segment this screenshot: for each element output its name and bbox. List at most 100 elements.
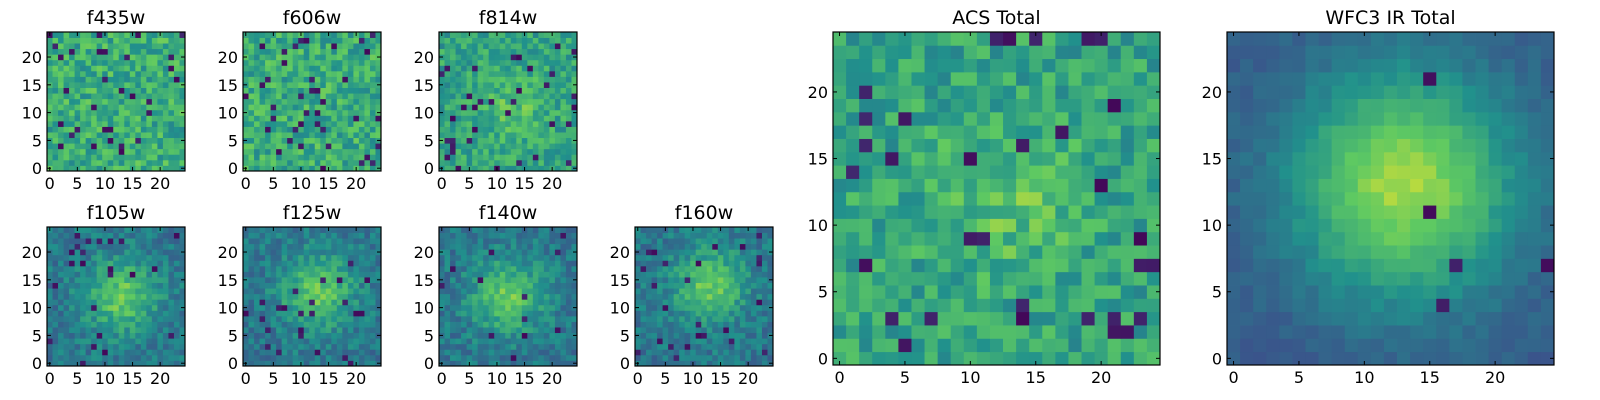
heatmap-cell xyxy=(336,65,343,72)
heatmap-cell xyxy=(281,310,288,317)
heatmap-cell xyxy=(549,299,556,306)
heatmap-cell xyxy=(833,165,847,179)
heatmap-cell xyxy=(47,232,53,239)
heatmap-cell xyxy=(47,76,53,83)
heatmap-cell xyxy=(102,104,109,111)
heatmap-cell xyxy=(168,76,175,83)
heatmap-cell xyxy=(124,238,131,245)
heatmap-cell xyxy=(281,271,288,278)
heatmap-cell xyxy=(695,238,702,245)
heatmap-cell xyxy=(761,354,768,361)
heatmap-cell xyxy=(58,82,64,88)
heatmap-cell xyxy=(477,354,484,361)
heatmap-cell xyxy=(276,277,283,283)
heatmap-cell xyxy=(364,132,371,139)
heatmap-cell xyxy=(254,48,260,55)
heatmap-cell xyxy=(140,93,147,100)
heatmap-cell xyxy=(47,154,53,161)
heatmap-cell xyxy=(756,327,763,334)
heatmap-cell xyxy=(162,227,169,233)
heatmap-cell xyxy=(767,315,774,322)
heatmap-cell xyxy=(439,265,445,272)
heatmap-cell xyxy=(963,351,978,366)
heatmap-cell xyxy=(706,254,713,261)
heatmap-cell xyxy=(494,354,501,361)
heatmap-cell xyxy=(276,260,283,267)
heatmap-cell xyxy=(750,260,757,267)
heatmap-cell xyxy=(298,59,305,66)
heatmap-cell xyxy=(270,282,277,289)
heatmap-cell xyxy=(124,338,131,345)
heatmap-cell xyxy=(1120,258,1135,273)
heatmap-cell xyxy=(538,143,545,150)
x-tick-label: 20 xyxy=(542,174,562,193)
heatmap-cell xyxy=(565,93,572,100)
heatmap-cell xyxy=(565,54,572,61)
heatmap-cell xyxy=(488,227,495,233)
heatmap-cell xyxy=(265,87,271,94)
heatmap-cell xyxy=(107,159,114,166)
heatmap-cell xyxy=(320,310,327,317)
heatmap-cell xyxy=(375,148,382,155)
heatmap-cell xyxy=(461,238,467,245)
heatmap-cell xyxy=(1120,351,1135,366)
heatmap-cell xyxy=(162,293,169,300)
heatmap-cell xyxy=(292,304,299,311)
heatmap-cell xyxy=(118,232,125,239)
heatmap-cell xyxy=(450,93,456,100)
heatmap-cell xyxy=(734,265,741,272)
heatmap-cell xyxy=(303,310,310,317)
heatmap-cell xyxy=(516,37,523,44)
heatmap-cell xyxy=(657,321,663,328)
heatmap-cell xyxy=(298,271,305,278)
heatmap-cell xyxy=(309,254,316,261)
heatmap-cell xyxy=(91,54,98,61)
heatmap-cell xyxy=(538,277,545,283)
heatmap-cell xyxy=(695,249,702,256)
heatmap-cell xyxy=(85,254,92,261)
heatmap-cell xyxy=(1146,271,1161,286)
heatmap-cell xyxy=(107,299,114,306)
heatmap-cell xyxy=(527,148,534,155)
heatmap-cell xyxy=(1133,231,1148,246)
heatmap-cell xyxy=(734,282,741,289)
heatmap-cell xyxy=(52,87,59,94)
heatmap-cell xyxy=(1146,191,1161,206)
heatmap-cell xyxy=(505,93,512,100)
heatmap-cell xyxy=(483,238,490,245)
heatmap-cell xyxy=(499,249,506,256)
heatmap-cell xyxy=(477,104,484,111)
heatmap-cell xyxy=(461,154,467,161)
heatmap-cell xyxy=(739,254,746,261)
heatmap-cell xyxy=(963,191,978,206)
heatmap-cell xyxy=(168,288,175,295)
heatmap-cell xyxy=(107,137,114,144)
heatmap-cell xyxy=(254,360,260,367)
heatmap-cell xyxy=(157,349,164,356)
heatmap-cell xyxy=(58,254,64,261)
heatmap-cell xyxy=(565,104,572,111)
heatmap-cell xyxy=(102,260,109,267)
heatmap-cell xyxy=(146,37,153,44)
heatmap-cell xyxy=(976,351,991,366)
heatmap-cell xyxy=(74,98,81,105)
heatmap-cell xyxy=(477,98,484,105)
heatmap-cell xyxy=(635,349,641,356)
heatmap-cell xyxy=(728,243,735,250)
heatmap-cell xyxy=(113,254,120,261)
heatmap-cell xyxy=(179,293,186,300)
heatmap-cell xyxy=(173,271,180,278)
heatmap-cell xyxy=(179,338,186,345)
heatmap-cell xyxy=(331,343,338,350)
heatmap-cell xyxy=(898,151,912,166)
heatmap-cell xyxy=(646,232,652,239)
heatmap-cell xyxy=(336,165,343,172)
heatmap-cell xyxy=(375,37,382,44)
heatmap-cell xyxy=(483,159,490,166)
panel-title: f435w xyxy=(87,7,146,29)
heatmap-cell xyxy=(74,338,81,345)
heatmap-cell xyxy=(124,360,131,367)
heatmap-cell xyxy=(510,238,517,245)
heatmap-cell xyxy=(1055,258,1069,273)
heatmap-cell xyxy=(102,238,109,245)
